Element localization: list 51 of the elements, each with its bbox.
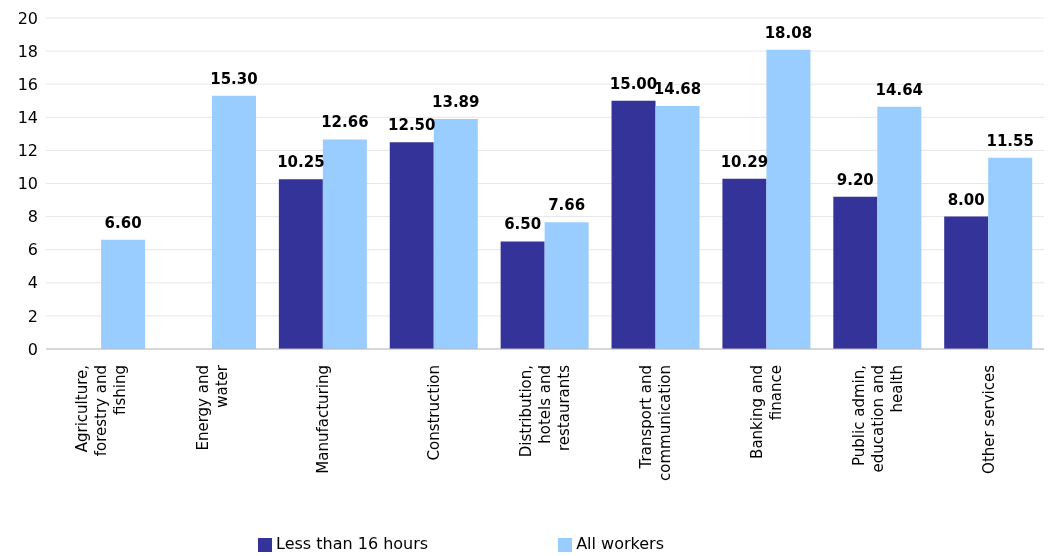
data-label: 7.66: [548, 196, 586, 215]
bar: [611, 100, 656, 349]
bar: [655, 106, 700, 349]
y-tick-label: 6: [27, 240, 38, 260]
legend-label: Less than 16 hours: [276, 534, 429, 553]
bar: [278, 179, 323, 349]
x-tick-label: Agriculture, forestry and fishing: [73, 365, 130, 457]
y-tick-label: 2: [27, 306, 38, 326]
bar: [101, 239, 146, 349]
data-label: 15.30: [210, 69, 258, 88]
y-tick-label: 4: [27, 273, 38, 293]
legend-label: All workers: [576, 534, 664, 553]
x-tick-label: Distribution, hotels and restaurants: [517, 364, 573, 458]
data-label: 12.66: [321, 113, 369, 132]
y-tick-label: 18: [17, 41, 38, 61]
data-label: 11.55: [986, 131, 1034, 150]
data-label: 6.60: [104, 213, 142, 232]
data-label: 10.29: [720, 152, 769, 171]
bar: [944, 216, 989, 349]
y-tick-label: 20: [17, 8, 38, 28]
bar: [988, 157, 1033, 349]
y-tick-label: 16: [17, 74, 38, 94]
data-label: 18.08: [764, 23, 813, 42]
bar: [544, 222, 589, 349]
data-label: 13.89: [432, 93, 480, 112]
data-label: 9.20: [836, 170, 874, 189]
data-label: 10.25: [277, 153, 325, 172]
x-tick-label: Public admin, education and health: [849, 365, 906, 473]
bar: [211, 95, 256, 349]
y-tick-label: 10: [17, 174, 38, 194]
y-tick-label: 14: [17, 107, 38, 127]
x-tick-label: Banking and finance: [748, 365, 786, 459]
data-label: 8.00: [947, 190, 985, 209]
bar: [766, 49, 811, 349]
bar: [500, 241, 545, 349]
data-label: 12.50: [388, 116, 436, 135]
bar: [877, 106, 922, 349]
x-tick-label: Construction: [425, 365, 444, 461]
y-tick-label: 12: [17, 141, 38, 161]
bar: [322, 139, 367, 349]
y-tick-label: 0: [27, 339, 38, 359]
data-label: 14.64: [875, 80, 924, 99]
bar: [722, 178, 767, 349]
x-tick-label: Energy and water: [193, 364, 231, 451]
data-label: 6.50: [504, 215, 542, 234]
bar: [833, 196, 878, 349]
x-tick-label: Other services: [979, 364, 998, 474]
bar: [433, 119, 478, 349]
y-tick-label: 8: [27, 207, 38, 227]
bar: [389, 142, 434, 349]
x-tick-label: Manufacturing: [314, 365, 333, 474]
